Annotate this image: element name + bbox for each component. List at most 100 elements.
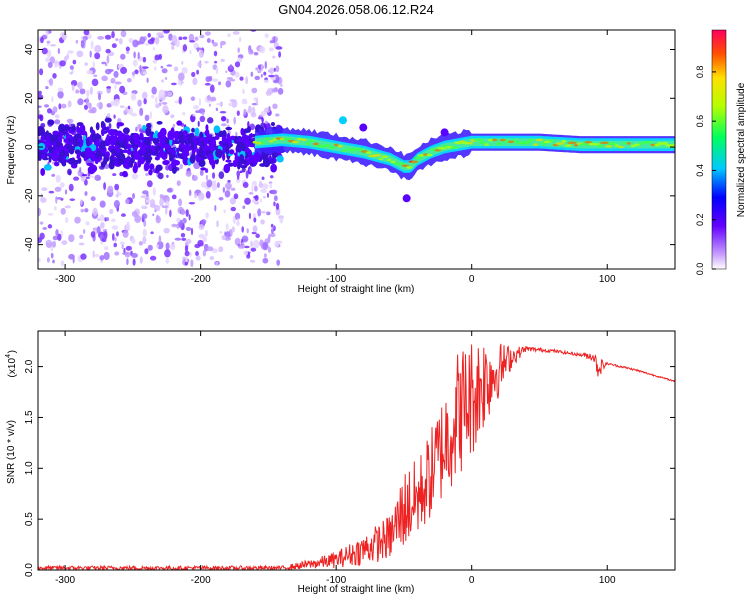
noise-blob — [39, 114, 44, 122]
noise-blob — [126, 258, 129, 266]
noise-blob — [254, 75, 261, 81]
noise-blob — [126, 51, 130, 54]
noise-blob — [260, 210, 267, 214]
band-blob — [67, 157, 76, 165]
noise-blob — [132, 258, 136, 266]
noise-blob — [201, 111, 205, 116]
noise-blob — [257, 64, 262, 68]
noise-blob — [197, 61, 202, 68]
band-blob — [157, 131, 164, 140]
noise-blob — [113, 114, 116, 119]
noise-blob — [222, 186, 226, 193]
noise-blob — [122, 230, 129, 238]
noise-blob — [97, 35, 105, 40]
x-tick-label: -200 — [191, 575, 211, 586]
noise-blob — [250, 247, 257, 252]
noise-blob — [114, 183, 120, 191]
noise-blob — [46, 40, 51, 44]
band-blob — [181, 150, 190, 157]
noise-blob — [253, 97, 257, 101]
noise-blob — [57, 87, 64, 92]
noise-blob — [163, 30, 170, 34]
noise-blob — [185, 170, 192, 177]
band-blob — [149, 163, 155, 170]
track-core — [254, 135, 675, 171]
band-blob — [99, 141, 106, 151]
noise-blob — [195, 47, 203, 51]
noise-blob — [139, 107, 144, 116]
noise-blob — [159, 194, 164, 199]
noise-blob — [39, 232, 45, 240]
noise-blob — [257, 208, 262, 217]
y-tick-label: 1.5 — [24, 410, 35, 424]
noise-blob — [132, 39, 139, 48]
noise-blob — [113, 200, 120, 209]
noise-blob — [263, 253, 267, 258]
noise-blob — [114, 81, 122, 85]
noise-blob — [67, 168, 72, 176]
noise-blob — [159, 198, 164, 207]
noise-blob — [219, 110, 227, 114]
spectrogram-xlabel: Height of straight line (km) — [298, 284, 415, 295]
noise-blob — [54, 119, 61, 125]
band-blob — [100, 128, 105, 137]
noise-blob — [53, 206, 57, 211]
noise-blob — [96, 90, 103, 95]
noise-blob — [48, 78, 54, 86]
noise-blob — [57, 233, 62, 241]
band-blob — [171, 165, 178, 174]
noise-blob — [188, 33, 195, 42]
band-blob — [50, 134, 56, 144]
snr-series-line — [38, 343, 675, 570]
noise-blob — [76, 50, 84, 58]
band-blob — [114, 145, 120, 150]
noise-blob — [185, 226, 192, 231]
snr-panel — [38, 343, 675, 570]
noise-blob — [248, 49, 254, 55]
noise-blob — [66, 118, 74, 124]
noise-blob — [178, 96, 183, 105]
noise-blob — [266, 211, 271, 216]
noise-blob — [39, 221, 44, 225]
band-blob — [68, 145, 75, 155]
noise-blob — [119, 105, 125, 108]
band-blob — [38, 126, 45, 137]
noise-blob — [171, 35, 178, 44]
band-blob — [132, 151, 141, 160]
band-blob — [149, 145, 156, 150]
snr-xlabel: Height of straight line (km) — [298, 584, 415, 595]
noise-blob — [86, 70, 94, 75]
band-blob — [191, 127, 195, 133]
band-blob — [41, 153, 46, 159]
noise-blob — [184, 250, 190, 257]
band-blob — [114, 150, 123, 158]
noise-blob — [198, 97, 202, 106]
noise-blob — [139, 36, 146, 45]
band-blob — [239, 154, 245, 164]
noise-blob — [77, 98, 84, 106]
noise-blob — [139, 256, 143, 264]
band-blob — [276, 155, 284, 163]
noise-blob — [102, 228, 108, 232]
snr-scale-label: (x10 — [7, 358, 18, 378]
noise-blob — [149, 198, 156, 207]
noise-blob — [97, 92, 102, 101]
noise-blob — [42, 227, 47, 230]
noise-blob — [103, 251, 110, 261]
band-blob — [236, 143, 243, 153]
colorbar-tick-label: 0.2 — [695, 213, 705, 226]
noise-blob — [280, 83, 283, 88]
band-blob — [207, 153, 214, 161]
spectrogram-panel — [38, 30, 675, 268]
noise-blob — [111, 218, 116, 223]
noise-blob — [171, 194, 177, 200]
noise-blob — [59, 60, 66, 67]
band-blob — [95, 156, 103, 161]
x-tick-label: 0 — [469, 274, 475, 285]
noise-blob — [68, 253, 75, 260]
noise-blob — [169, 243, 176, 251]
noise-blob — [89, 86, 93, 95]
noise-blob — [144, 43, 150, 46]
band-blob — [107, 129, 116, 136]
band-blob — [225, 145, 230, 155]
